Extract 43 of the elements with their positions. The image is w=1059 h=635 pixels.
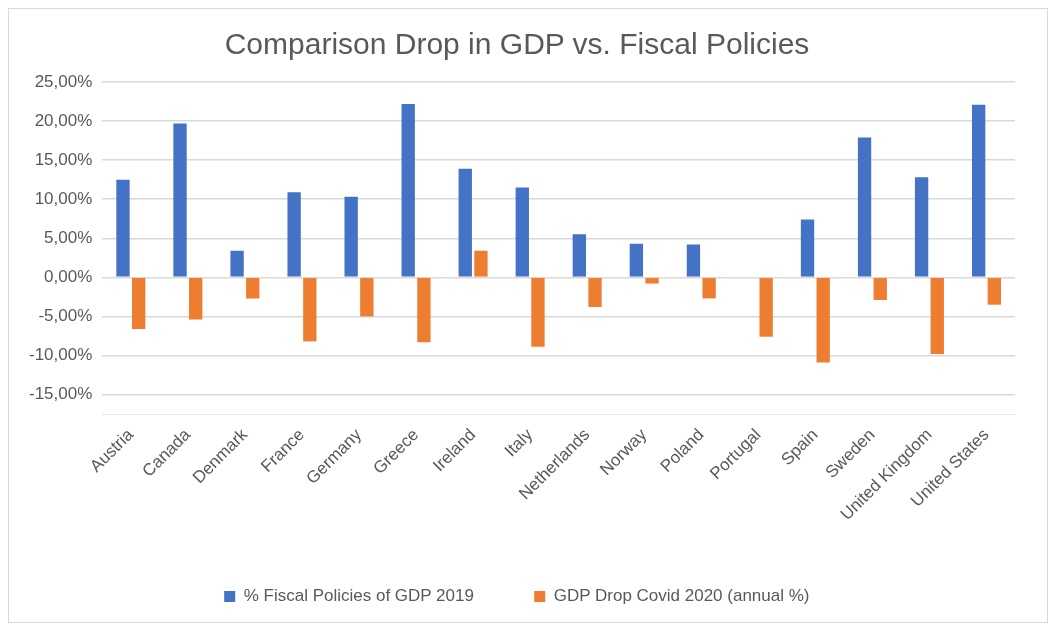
bar bbox=[686, 244, 701, 277]
bar bbox=[572, 234, 586, 277]
y-tick-label: 5,00% bbox=[44, 227, 93, 247]
bar bbox=[588, 278, 602, 308]
bar bbox=[344, 196, 358, 277]
bar bbox=[189, 278, 203, 320]
legend-label: GDP Drop Covid 2020 (annual %) bbox=[553, 586, 810, 606]
bar bbox=[287, 192, 301, 277]
y-tick-label: 15,00% bbox=[34, 149, 93, 169]
bar bbox=[458, 168, 472, 277]
bar bbox=[987, 278, 1001, 305]
bar bbox=[246, 278, 260, 299]
bar bbox=[800, 219, 815, 277]
bar bbox=[303, 278, 317, 342]
bar bbox=[645, 278, 659, 284]
y-tick-label: -15,00% bbox=[28, 384, 93, 404]
bar bbox=[857, 137, 872, 277]
y-tick-label: 0,00% bbox=[44, 267, 93, 287]
bar bbox=[914, 177, 929, 277]
bar bbox=[930, 278, 944, 354]
legend-label: % Fiscal Policies of GDP 2019 bbox=[243, 586, 474, 606]
bar bbox=[816, 278, 830, 363]
y-tick-label: 10,00% bbox=[34, 188, 93, 208]
bar bbox=[417, 278, 431, 343]
y-tick-label: -5,00% bbox=[38, 306, 93, 326]
bar bbox=[629, 243, 644, 277]
bar bbox=[971, 104, 986, 277]
y-tick-label: 20,00% bbox=[34, 110, 93, 130]
y-tick-label: 25,00% bbox=[34, 71, 93, 91]
bar bbox=[173, 123, 187, 277]
bar bbox=[401, 103, 415, 277]
chart-title: Comparison Drop in GDP vs. Fiscal Policies bbox=[224, 27, 810, 61]
bar bbox=[360, 278, 374, 317]
bar bbox=[132, 278, 146, 329]
bar bbox=[116, 179, 130, 277]
bar bbox=[531, 278, 545, 347]
bar bbox=[873, 278, 887, 300]
bar bbox=[759, 278, 773, 337]
bar bbox=[515, 187, 529, 277]
bar bbox=[230, 250, 244, 277]
bar bbox=[474, 250, 488, 277]
y-tick-label: -10,00% bbox=[28, 345, 93, 365]
bar bbox=[702, 278, 716, 299]
